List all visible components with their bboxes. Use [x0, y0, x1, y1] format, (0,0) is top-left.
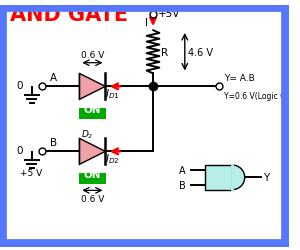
- Wedge shape: [232, 166, 245, 190]
- Text: $D_2$: $D_2$: [81, 128, 93, 140]
- Polygon shape: [80, 139, 105, 165]
- Text: ON: ON: [84, 170, 101, 179]
- FancyBboxPatch shape: [79, 109, 106, 120]
- Text: 0.6 V: 0.6 V: [81, 194, 104, 203]
- Text: 0.6 V: 0.6 V: [81, 51, 104, 60]
- Polygon shape: [80, 74, 105, 100]
- Text: B: B: [178, 180, 185, 190]
- Text: $I_{D2}$: $I_{D2}$: [105, 152, 120, 166]
- Text: I: I: [145, 18, 148, 28]
- Text: AND GATE: AND GATE: [10, 5, 128, 25]
- Text: $I_{D1}$: $I_{D1}$: [105, 87, 120, 101]
- Text: 0: 0: [16, 145, 22, 155]
- Text: ON: ON: [84, 105, 101, 115]
- Text: R: R: [161, 48, 168, 58]
- Bar: [205, 166, 232, 190]
- Text: Y: Y: [263, 173, 269, 182]
- Text: 4.6 V: 4.6 V: [188, 48, 213, 58]
- Text: B: B: [50, 138, 57, 147]
- Text: +5V: +5V: [158, 9, 181, 19]
- Text: A: A: [50, 73, 57, 83]
- Text: 0: 0: [16, 80, 22, 90]
- FancyBboxPatch shape: [79, 174, 106, 185]
- Text: A: A: [179, 165, 185, 175]
- Text: Y= A.B: Y= A.B: [224, 74, 254, 83]
- Text: Y=0.6 V(Logic 0): Y=0.6 V(Logic 0): [224, 91, 288, 100]
- Text: +5 V: +5 V: [20, 168, 43, 177]
